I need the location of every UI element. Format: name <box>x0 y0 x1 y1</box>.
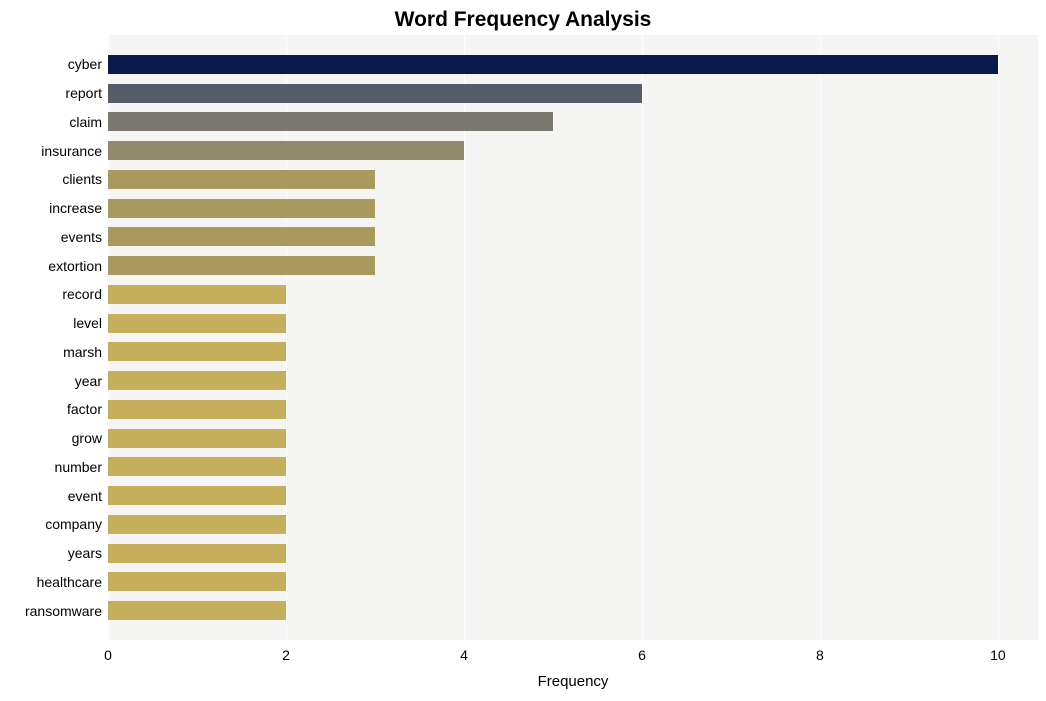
bar-cyber <box>108 55 998 74</box>
y-label-cyber: cyber <box>2 56 102 72</box>
gridline <box>642 35 643 640</box>
gridline <box>998 35 999 640</box>
y-label-year: year <box>2 373 102 389</box>
bar-event <box>108 486 286 505</box>
bar-record <box>108 285 286 304</box>
x-tick-10: 10 <box>990 647 1006 663</box>
bar-report <box>108 84 642 103</box>
y-label-ransomware: ransomware <box>2 603 102 619</box>
y-label-extortion: extortion <box>2 258 102 274</box>
x-tick-4: 4 <box>460 647 468 663</box>
y-label-claim: claim <box>2 114 102 130</box>
x-tick-0: 0 <box>104 647 112 663</box>
bar-clients <box>108 170 375 189</box>
y-label-record: record <box>2 286 102 302</box>
bar-marsh <box>108 342 286 361</box>
bar-factor <box>108 400 286 419</box>
y-label-increase: increase <box>2 200 102 216</box>
bar-ransomware <box>108 601 286 620</box>
bar-year <box>108 371 286 390</box>
x-tick-6: 6 <box>638 647 646 663</box>
y-label-level: level <box>2 315 102 331</box>
y-label-healthcare: healthcare <box>2 574 102 590</box>
bar-number <box>108 457 286 476</box>
y-label-event: event <box>2 488 102 504</box>
y-label-years: years <box>2 545 102 561</box>
bar-extortion <box>108 256 375 275</box>
bar-healthcare <box>108 572 286 591</box>
bar-events <box>108 227 375 246</box>
y-label-number: number <box>2 459 102 475</box>
word-frequency-chart: Word Frequency Analysis cyber report claim… <box>0 0 1046 701</box>
bar-insurance <box>108 141 464 160</box>
y-label-factor: factor <box>2 401 102 417</box>
bar-years <box>108 544 286 563</box>
bar-increase <box>108 199 375 218</box>
bar-company <box>108 515 286 534</box>
bar-grow <box>108 429 286 448</box>
x-tick-2: 2 <box>282 647 290 663</box>
y-label-report: report <box>2 85 102 101</box>
y-label-events: events <box>2 229 102 245</box>
y-label-insurance: insurance <box>2 143 102 159</box>
y-label-company: company <box>2 516 102 532</box>
x-axis-label: Frequency <box>108 673 1038 690</box>
y-label-clients: clients <box>2 171 102 187</box>
gridline <box>820 35 821 640</box>
x-tick-8: 8 <box>816 647 824 663</box>
chart-title: Word Frequency Analysis <box>0 8 1046 32</box>
bar-level <box>108 314 286 333</box>
bar-claim <box>108 112 553 131</box>
y-label-marsh: marsh <box>2 344 102 360</box>
y-label-grow: grow <box>2 430 102 446</box>
plot-area <box>108 35 1038 640</box>
